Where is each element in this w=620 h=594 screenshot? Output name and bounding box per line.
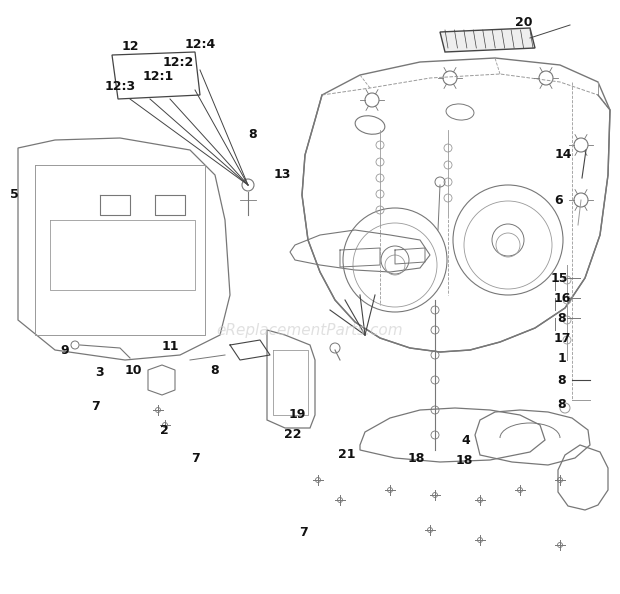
Text: 8: 8 <box>557 311 566 324</box>
Text: 15: 15 <box>551 271 568 285</box>
Text: 18: 18 <box>407 451 425 465</box>
Text: 5: 5 <box>10 188 19 201</box>
Text: 12:4: 12:4 <box>184 37 216 50</box>
Text: 18: 18 <box>455 453 472 466</box>
Text: 17: 17 <box>553 331 571 345</box>
Text: 9: 9 <box>61 343 69 356</box>
Polygon shape <box>440 28 535 52</box>
Text: 20: 20 <box>515 15 533 29</box>
Text: 7: 7 <box>190 451 200 465</box>
Text: 8: 8 <box>211 364 219 377</box>
Text: 12:1: 12:1 <box>143 69 174 83</box>
Text: 3: 3 <box>95 366 104 380</box>
Text: 19: 19 <box>288 409 306 422</box>
Text: 8: 8 <box>249 128 257 141</box>
Text: 13: 13 <box>273 169 291 182</box>
Text: 8: 8 <box>557 374 566 387</box>
Text: 11: 11 <box>161 340 179 353</box>
Text: 22: 22 <box>284 428 302 441</box>
Text: 4: 4 <box>462 434 471 447</box>
Text: 12:3: 12:3 <box>104 80 136 93</box>
Text: eReplacementParts.com: eReplacementParts.com <box>216 323 404 337</box>
Text: 21: 21 <box>339 448 356 462</box>
Text: 6: 6 <box>555 194 564 207</box>
Text: 12:2: 12:2 <box>162 55 193 68</box>
Text: 2: 2 <box>159 424 169 437</box>
Text: 8: 8 <box>557 399 566 412</box>
Text: 10: 10 <box>124 364 142 377</box>
Text: 12: 12 <box>122 40 139 53</box>
Text: 16: 16 <box>553 292 570 305</box>
Text: 14: 14 <box>554 148 572 162</box>
Text: 1: 1 <box>557 352 567 365</box>
Text: 7: 7 <box>299 526 308 539</box>
Text: 7: 7 <box>92 400 100 412</box>
